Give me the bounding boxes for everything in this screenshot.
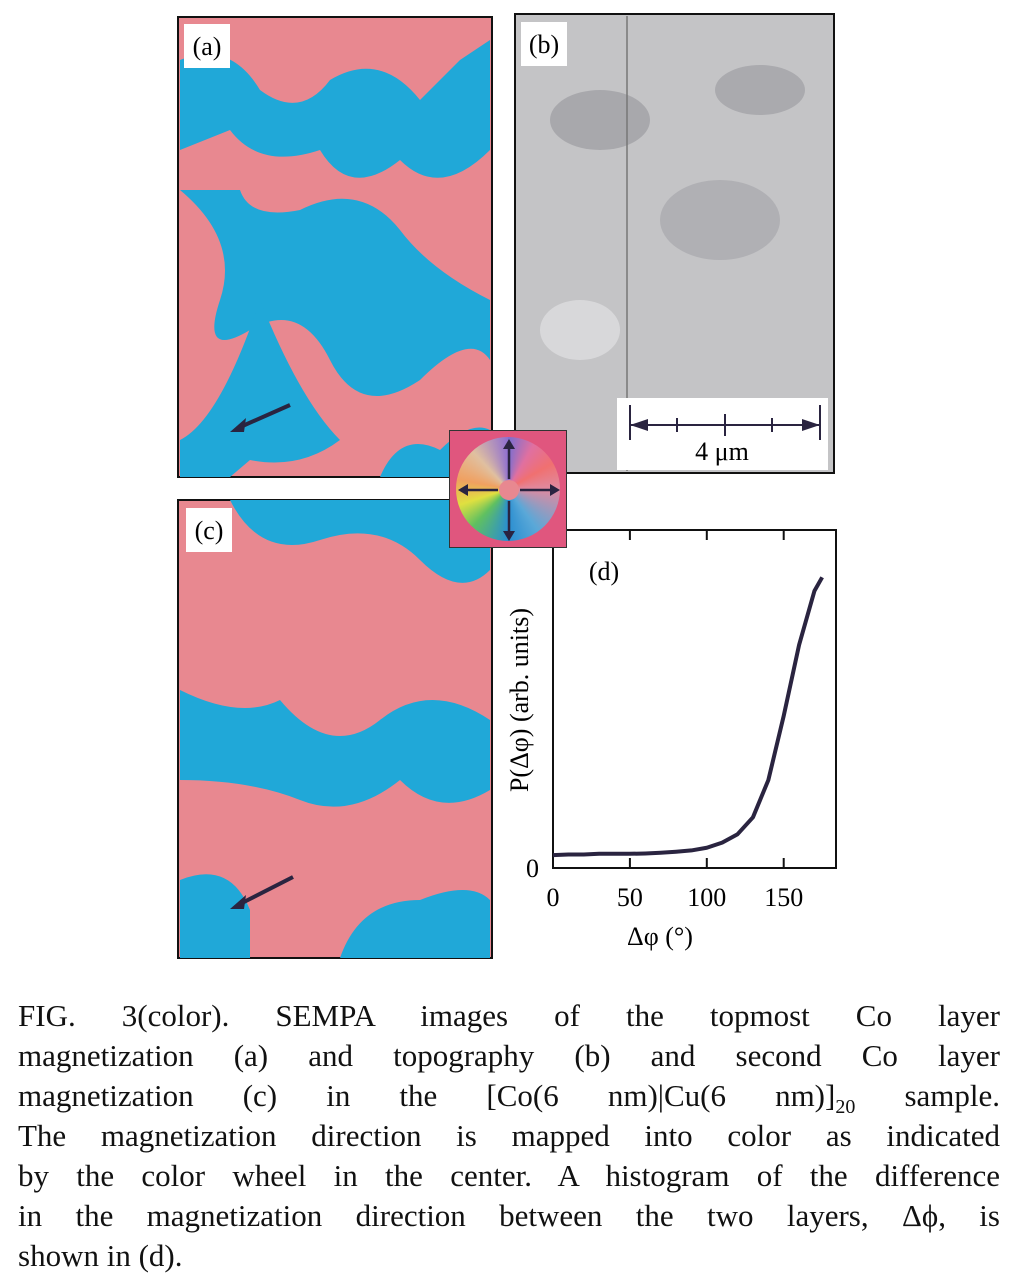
x-tick-label: 150 <box>764 883 803 912</box>
panel-a: (a) <box>177 16 493 478</box>
y-tick-label: 0 <box>526 854 539 883</box>
panel-c: (c) <box>177 499 493 959</box>
caption-text: sample. <box>855 1078 1001 1113</box>
panel-label: (b) <box>529 30 559 59</box>
scale-bar-label: 4 μm <box>695 437 749 466</box>
caption-line: shown in (d). <box>18 1236 1000 1276</box>
caption-text: shown in (d). <box>18 1238 183 1273</box>
caption: FIG. 3(color). SEMPA images of the topmo… <box>18 996 1000 1276</box>
x-tick-label: 50 <box>617 883 643 912</box>
caption-line: The magnetization direction is mapped in… <box>18 1116 1000 1156</box>
caption-text: by the color wheel in the center. A hist… <box>18 1158 1000 1193</box>
x-tick-label: 100 <box>687 883 726 912</box>
caption-line: magnetization (a) and topography (b) and… <box>18 1036 1000 1076</box>
wheel-arrows <box>458 439 560 541</box>
x-axis-label: Δφ (°) <box>627 922 693 951</box>
x-tick-label: 0 <box>547 883 560 912</box>
chart: (d) Δφ (°) P(Δφ) (arb. units) 0 50 100 150 0 <box>505 529 837 951</box>
caption-text: in the magnetization direction between t… <box>18 1198 1000 1233</box>
color-wheel <box>449 430 567 548</box>
caption-text: 20 <box>835 1096 856 1119</box>
caption-line: magnetization (c) in the [Co(6 nm)|Cu(6 … <box>18 1076 1001 1119</box>
caption-line: FIG. 3(color). SEMPA images of the topmo… <box>18 996 1000 1036</box>
caption-line: by the color wheel in the center. A hist… <box>18 1156 1000 1196</box>
y-axis-label: P(Δφ) (arb. units) <box>505 608 534 792</box>
figure: (a) (b) 4 μm (c) (d) Δφ (°) P(Δφ) (arb. … <box>177 13 837 959</box>
panel-b: (b) 4 μm <box>514 13 835 474</box>
caption-line: in the magnetization direction between t… <box>18 1196 1000 1236</box>
caption-text: FIG. 3(color). SEMPA images of the topmo… <box>18 998 1000 1033</box>
caption-text: magnetization (a) and topography (b) and… <box>18 1038 1000 1073</box>
panel-label: (d) <box>589 557 619 586</box>
data-line <box>552 576 824 858</box>
panel-label: (a) <box>193 32 222 61</box>
panel-label: (c) <box>195 516 224 545</box>
caption-text: The magnetization direction is mapped in… <box>18 1118 1000 1153</box>
caption-text: magnetization (c) in the [Co(6 nm)|Cu(6 … <box>18 1078 836 1113</box>
